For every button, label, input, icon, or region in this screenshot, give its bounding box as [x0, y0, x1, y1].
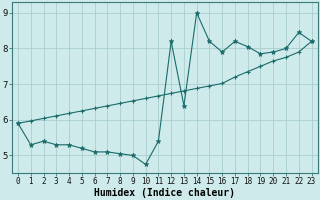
X-axis label: Humidex (Indice chaleur): Humidex (Indice chaleur)	[94, 188, 235, 198]
